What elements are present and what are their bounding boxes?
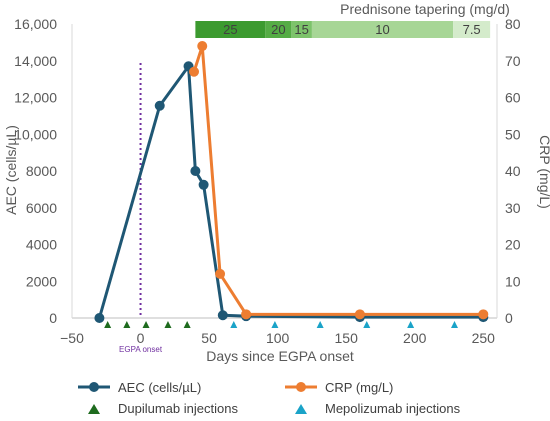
legend-mepolizumab-label: Mepolizumab injections — [325, 401, 461, 416]
crp-data-point — [478, 309, 489, 320]
aec-data-point — [154, 100, 165, 111]
dupilumab-injection-marker — [183, 321, 191, 328]
prednisone-band-label: 20 — [271, 22, 285, 37]
mepolizumab-injection-marker — [271, 321, 279, 328]
y-right-tick-label: 80 — [505, 16, 521, 32]
y-left-tick-label: 4000 — [26, 237, 57, 253]
legend-aec-label: AEC (cells/µL) — [118, 380, 201, 395]
crp-data-point — [215, 268, 226, 279]
prednisone-band — [195, 21, 266, 38]
dupilumab-injection-marker — [142, 321, 150, 328]
legend-crp-marker — [296, 382, 306, 392]
y-right-tick-label: 60 — [505, 90, 521, 106]
y-right-axis-title: CRP (mg/L) — [537, 135, 550, 209]
y-left-tick-label: 12,000 — [14, 90, 57, 106]
axes: −50 0 50 100 150 200 2500200040006000800010,00… — [14, 16, 521, 346]
aec-data-point — [198, 179, 209, 190]
y-left-tick-label: 6000 — [26, 200, 57, 216]
x-tick-label: 100 — [266, 330, 290, 346]
y-left-tick-label: 10,000 — [14, 126, 57, 142]
y-left-tick-label: 8000 — [26, 163, 57, 179]
y-left-tick-label: 0 — [49, 310, 57, 326]
y-right-tick-label: 10 — [505, 273, 521, 289]
dupilumab-injection-marker — [123, 321, 131, 328]
crp-data-point — [197, 41, 208, 52]
y-right-tick-label: 0 — [505, 310, 513, 326]
x-tick-label: 0 — [137, 330, 145, 346]
legend: AEC (cells/µL) CRP (mg/L) Dupilumab inje… — [78, 380, 461, 416]
y-right-tick-label: 20 — [505, 237, 521, 253]
y-left-tick-label: 2000 — [26, 273, 57, 289]
x-tick-label: 150 — [335, 330, 359, 346]
y-right-tick-label: 50 — [505, 126, 521, 142]
crp-data-point — [354, 309, 365, 320]
y-right-tick-label: 40 — [505, 163, 521, 179]
crp-data-point — [189, 66, 200, 77]
legend-dupilumab-marker — [88, 404, 100, 414]
x-axis-title: Days since EGPA onset — [206, 348, 354, 364]
series-line-crp — [192, 44, 484, 316]
prednisone-band-label: 15 — [294, 22, 308, 37]
mepolizumab-injection-marker — [316, 321, 324, 328]
x-tick-label: 200 — [403, 330, 427, 346]
mepolizumab-injection-marker — [363, 321, 371, 328]
injection-markers — [104, 321, 458, 328]
x-tick-label: −50 — [60, 330, 84, 346]
legend-dupilumab-label: Dupilumab injections — [118, 401, 238, 416]
dupilumab-injection-marker — [104, 321, 112, 328]
legend-mepolizumab-marker — [295, 404, 307, 414]
prednisone-band-label: 25 — [223, 22, 237, 37]
prednisone-band — [265, 21, 292, 38]
prednisone-bands: 25 20 15 10 7.5 — [195, 21, 491, 38]
prednisone-band — [311, 21, 454, 38]
mepolizumab-injection-marker — [451, 321, 458, 328]
y-left-tick-label: 14,000 — [14, 53, 57, 69]
prednisone-title: Prednisone tapering (mg/d) — [340, 1, 510, 17]
aec-data-point — [94, 313, 105, 323]
x-tick-label: 50 — [201, 330, 217, 346]
prednisone-band-label: 10 — [375, 22, 389, 37]
prednisone-band-label: 7.5 — [463, 22, 481, 37]
egpa-onset-label: EGPA onset — [119, 345, 163, 354]
x-tick-label: 250 — [472, 330, 496, 346]
legend-crp-label: CRP (mg/L) — [325, 380, 393, 395]
mepolizumab-injection-marker — [407, 321, 415, 328]
mepolizumab-injection-marker — [230, 321, 238, 328]
onset-marker: EGPA onset — [119, 63, 163, 354]
data-series — [94, 41, 489, 323]
legend-aec-marker — [89, 382, 99, 392]
y-right-tick-label: 30 — [505, 200, 521, 216]
aec-data-point — [190, 166, 201, 176]
prednisone-band — [453, 21, 491, 38]
aec-data-point — [217, 310, 228, 321]
y-left-axis-title: AEC (cells/µL) — [3, 125, 19, 215]
y-right-tick-label: 70 — [505, 53, 521, 69]
dupilumab-injection-marker — [164, 321, 172, 328]
crp-data-point — [241, 309, 252, 320]
y-left-tick-label: 16,000 — [14, 16, 57, 32]
prednisone-band — [291, 21, 312, 38]
